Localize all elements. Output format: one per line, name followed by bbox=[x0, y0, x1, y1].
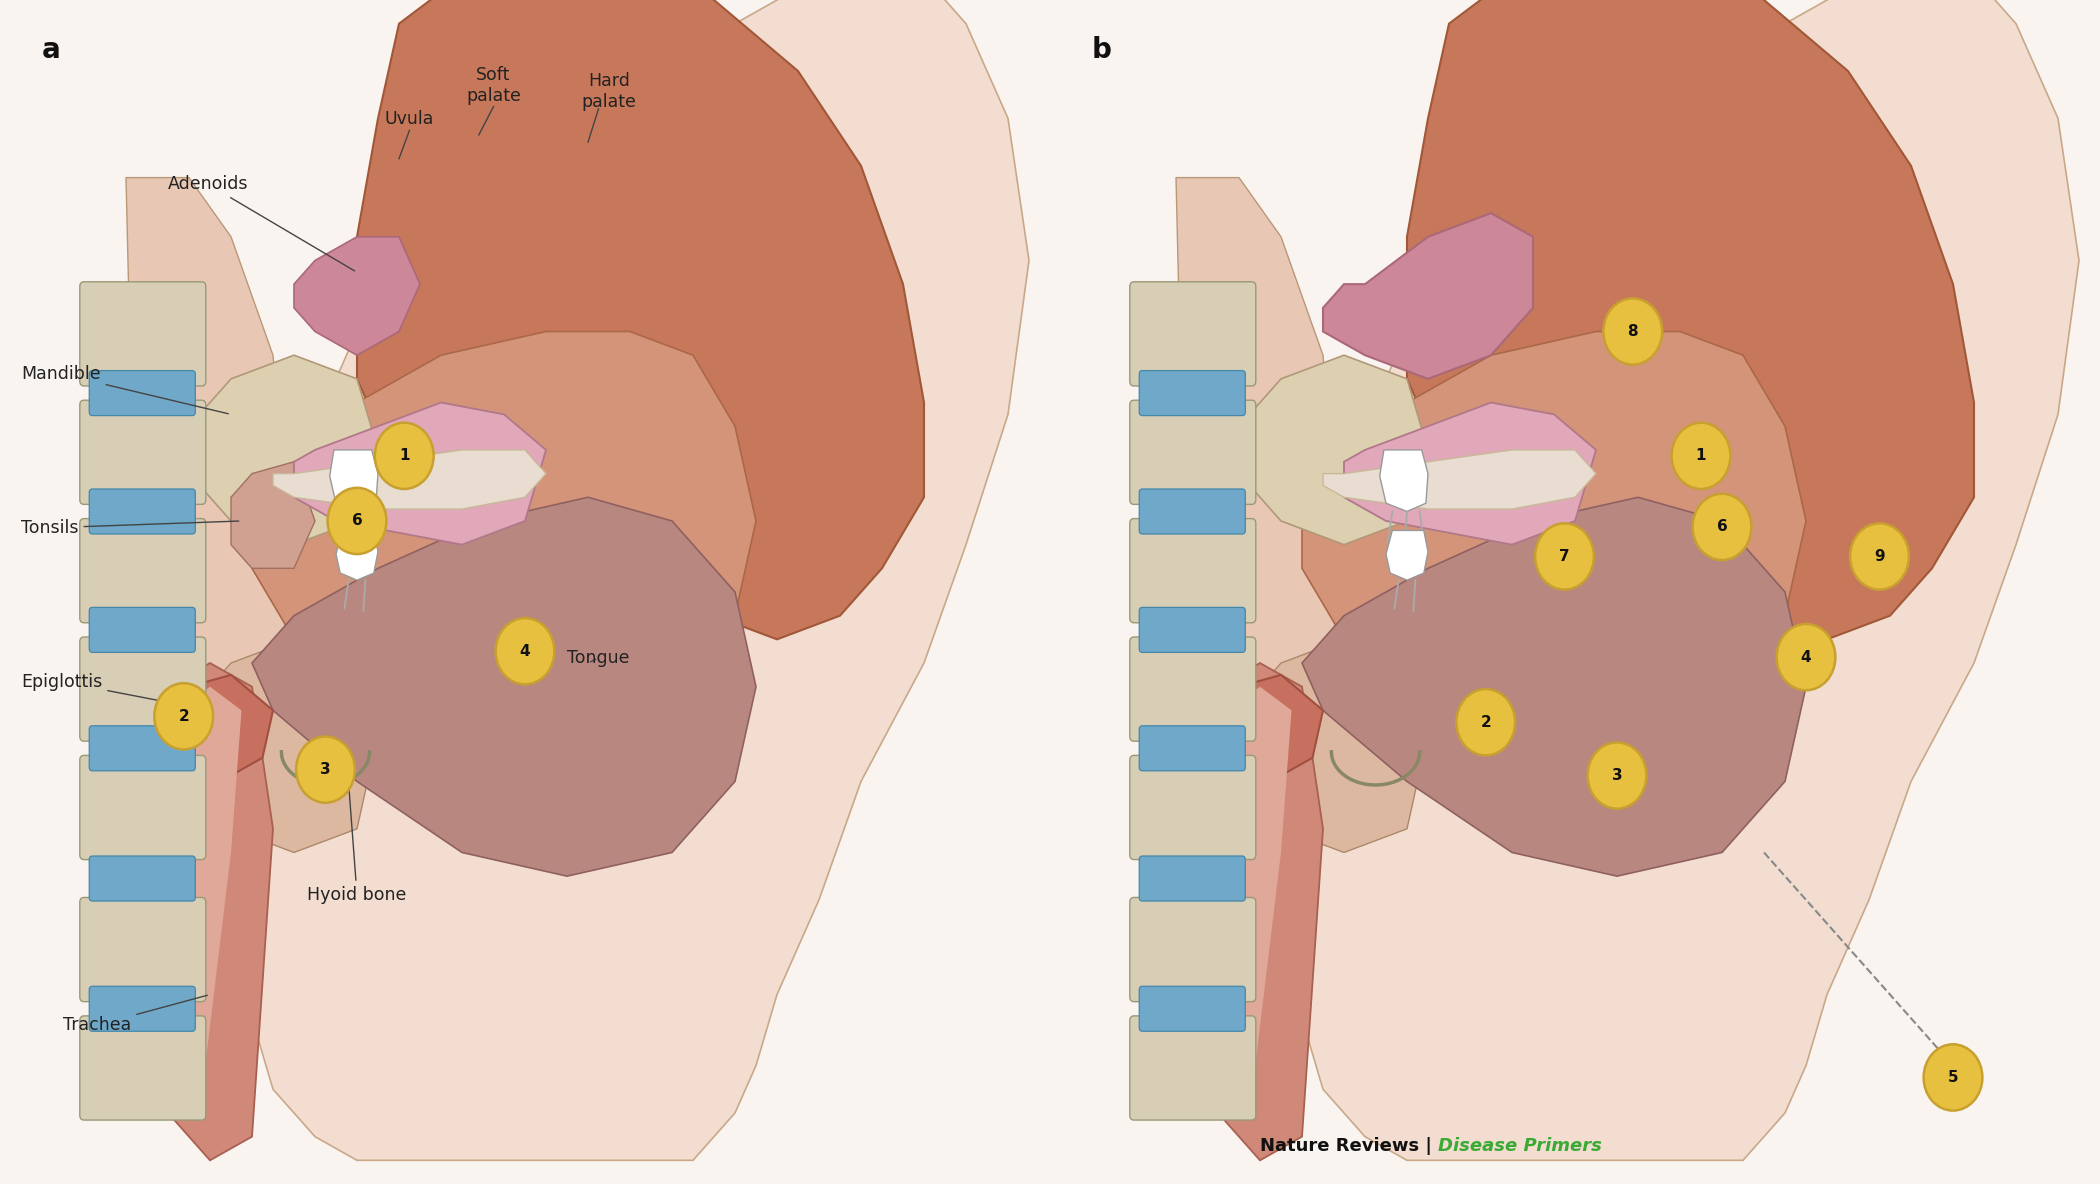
Text: 6: 6 bbox=[1716, 520, 1728, 534]
Text: 3: 3 bbox=[319, 762, 332, 777]
Polygon shape bbox=[1302, 497, 1806, 876]
Polygon shape bbox=[1197, 663, 1323, 1160]
FancyBboxPatch shape bbox=[1130, 400, 1256, 504]
Polygon shape bbox=[252, 497, 756, 876]
Polygon shape bbox=[1386, 530, 1428, 580]
Polygon shape bbox=[294, 237, 420, 355]
Polygon shape bbox=[330, 450, 378, 511]
Text: 4: 4 bbox=[1800, 650, 1812, 664]
FancyBboxPatch shape bbox=[1138, 607, 1245, 652]
Circle shape bbox=[1604, 298, 1663, 365]
Circle shape bbox=[155, 683, 214, 749]
Polygon shape bbox=[168, 675, 273, 781]
Polygon shape bbox=[231, 462, 315, 568]
Polygon shape bbox=[336, 530, 378, 580]
Text: Tongue: Tongue bbox=[567, 649, 630, 667]
Circle shape bbox=[296, 736, 355, 803]
Text: 5: 5 bbox=[1947, 1070, 1959, 1085]
Circle shape bbox=[1777, 624, 1835, 690]
Text: 8: 8 bbox=[1628, 324, 1638, 339]
Polygon shape bbox=[168, 639, 378, 852]
Polygon shape bbox=[1176, 178, 1344, 1125]
FancyBboxPatch shape bbox=[80, 400, 206, 504]
Text: 7: 7 bbox=[1558, 549, 1571, 564]
Polygon shape bbox=[252, 332, 756, 710]
Circle shape bbox=[1693, 494, 1751, 560]
Text: Disease Primers: Disease Primers bbox=[1438, 1137, 1602, 1156]
FancyBboxPatch shape bbox=[80, 897, 206, 1002]
Text: Hard
palate: Hard palate bbox=[582, 72, 636, 110]
Text: 1: 1 bbox=[1697, 449, 1705, 463]
Polygon shape bbox=[273, 450, 546, 509]
FancyBboxPatch shape bbox=[1138, 371, 1245, 416]
FancyBboxPatch shape bbox=[1130, 1016, 1256, 1120]
Polygon shape bbox=[1218, 639, 1428, 852]
Text: Soft
palate: Soft palate bbox=[466, 66, 521, 104]
Circle shape bbox=[1588, 742, 1646, 809]
Polygon shape bbox=[1407, 0, 1974, 639]
Polygon shape bbox=[1323, 213, 1533, 379]
Polygon shape bbox=[1380, 450, 1428, 511]
FancyBboxPatch shape bbox=[88, 856, 195, 901]
FancyBboxPatch shape bbox=[1130, 755, 1256, 860]
FancyBboxPatch shape bbox=[80, 1016, 206, 1120]
FancyBboxPatch shape bbox=[88, 371, 195, 416]
Polygon shape bbox=[1208, 687, 1292, 1113]
FancyBboxPatch shape bbox=[80, 755, 206, 860]
Text: Trachea: Trachea bbox=[63, 996, 208, 1034]
FancyBboxPatch shape bbox=[1138, 726, 1245, 771]
FancyBboxPatch shape bbox=[1130, 282, 1256, 386]
Circle shape bbox=[1672, 423, 1730, 489]
FancyBboxPatch shape bbox=[88, 986, 195, 1031]
FancyBboxPatch shape bbox=[80, 282, 206, 386]
Circle shape bbox=[1535, 523, 1594, 590]
FancyBboxPatch shape bbox=[1130, 637, 1256, 741]
Polygon shape bbox=[210, 0, 1029, 1160]
Text: 9: 9 bbox=[1873, 549, 1886, 564]
FancyBboxPatch shape bbox=[88, 489, 195, 534]
Text: Adenoids: Adenoids bbox=[168, 175, 355, 271]
Circle shape bbox=[1924, 1044, 1982, 1111]
Text: 1: 1 bbox=[399, 449, 410, 463]
FancyBboxPatch shape bbox=[1138, 986, 1245, 1031]
Circle shape bbox=[328, 488, 386, 554]
Polygon shape bbox=[1302, 332, 1806, 710]
FancyBboxPatch shape bbox=[1138, 489, 1245, 534]
Circle shape bbox=[496, 618, 554, 684]
Text: Mandible: Mandible bbox=[21, 365, 229, 413]
Text: Hyoid bone: Hyoid bone bbox=[307, 758, 407, 903]
Text: 4: 4 bbox=[519, 644, 531, 658]
Text: Tonsils: Tonsils bbox=[21, 519, 239, 536]
Text: b: b bbox=[1092, 36, 1111, 64]
Polygon shape bbox=[294, 403, 546, 545]
FancyBboxPatch shape bbox=[88, 607, 195, 652]
Circle shape bbox=[1850, 523, 1909, 590]
Polygon shape bbox=[158, 687, 242, 1113]
Text: 2: 2 bbox=[1480, 715, 1491, 729]
Circle shape bbox=[1457, 689, 1516, 755]
Text: Uvula: Uvula bbox=[384, 110, 435, 128]
Text: a: a bbox=[42, 36, 61, 64]
Polygon shape bbox=[1344, 403, 1596, 545]
Text: 2: 2 bbox=[178, 709, 189, 723]
FancyBboxPatch shape bbox=[1130, 897, 1256, 1002]
Polygon shape bbox=[1239, 355, 1428, 545]
Text: 6: 6 bbox=[351, 514, 363, 528]
Polygon shape bbox=[1323, 450, 1596, 509]
Circle shape bbox=[376, 423, 433, 489]
Text: Epiglottis: Epiglottis bbox=[21, 673, 208, 710]
Polygon shape bbox=[1218, 675, 1323, 781]
Text: 3: 3 bbox=[1611, 768, 1623, 783]
FancyBboxPatch shape bbox=[80, 519, 206, 623]
Polygon shape bbox=[126, 178, 294, 1125]
Polygon shape bbox=[147, 663, 273, 1160]
FancyBboxPatch shape bbox=[1130, 519, 1256, 623]
Text: Nature Reviews |: Nature Reviews | bbox=[1260, 1137, 1439, 1156]
Polygon shape bbox=[189, 355, 378, 545]
FancyBboxPatch shape bbox=[80, 637, 206, 741]
FancyBboxPatch shape bbox=[88, 726, 195, 771]
FancyBboxPatch shape bbox=[1138, 856, 1245, 901]
Polygon shape bbox=[357, 0, 924, 639]
Polygon shape bbox=[1260, 0, 2079, 1160]
